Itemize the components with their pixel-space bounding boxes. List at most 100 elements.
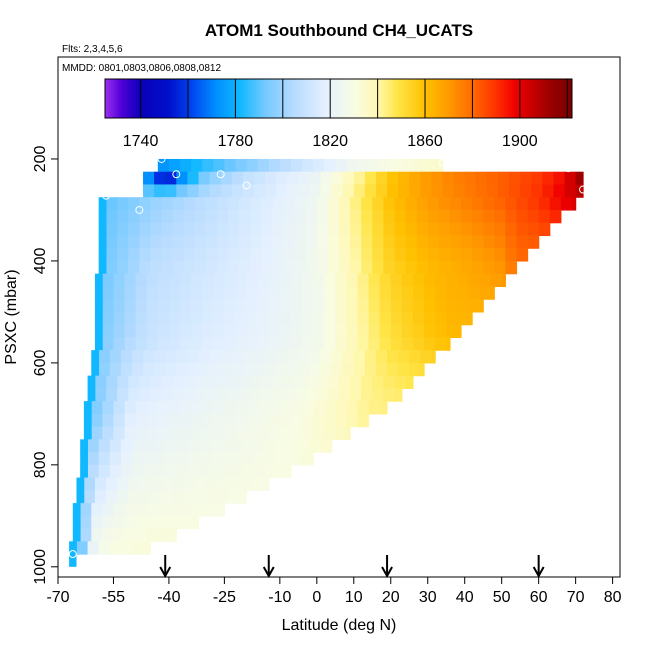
heatmap-cell <box>150 477 163 491</box>
heatmap-cell <box>124 503 137 517</box>
heatmap-cell <box>527 235 540 249</box>
heatmap-cell <box>216 260 229 275</box>
heatmap-cell <box>183 209 196 224</box>
heatmap-cell <box>135 299 148 313</box>
heatmap-cell <box>483 209 495 224</box>
heatmap-cell <box>527 197 540 211</box>
heatmap-cell <box>479 286 492 300</box>
y-tick-label: 400 <box>32 247 49 274</box>
heatmap-cell <box>361 222 373 237</box>
heatmap-cell <box>453 184 466 198</box>
heatmap-cell <box>405 375 414 389</box>
heatmap-cell <box>220 184 233 198</box>
heatmap-cell <box>394 209 407 224</box>
heatmap-cell <box>265 184 277 198</box>
heatmap-cell <box>446 299 458 313</box>
heatmap-cell <box>224 324 237 338</box>
heatmap-cell <box>313 426 325 440</box>
heatmap-cell <box>113 528 126 542</box>
heatmap-cell <box>435 324 447 338</box>
heatmap-cell <box>228 490 240 504</box>
heatmap-cell <box>324 324 336 338</box>
heatmap-cell <box>187 362 200 377</box>
heatmap-cell <box>87 464 100 479</box>
heatmap-cell <box>91 413 103 428</box>
colorbar-labels: 1740 1780 1820 1860 1900 <box>123 133 538 150</box>
heatmap-cell <box>316 197 329 211</box>
heatmap-cell <box>494 222 506 237</box>
heatmap-cell <box>109 350 122 364</box>
heatmap-cell <box>143 541 152 555</box>
heatmap-cell <box>202 273 214 288</box>
heatmap-cell <box>80 503 92 517</box>
heatmap-cell <box>183 260 196 275</box>
heatmap-cell <box>124 413 137 428</box>
colorbar-tick-label: 1820 <box>312 133 348 150</box>
heatmap-cell <box>401 158 414 173</box>
heatmap-cell <box>135 528 148 542</box>
heatmap-cell <box>294 260 307 275</box>
heatmap-cell <box>449 235 462 249</box>
x-tick-label: 30 <box>419 589 437 606</box>
heatmap-cell <box>335 324 347 338</box>
heatmap-cell <box>379 158 392 173</box>
heatmap-cell <box>172 375 185 389</box>
heatmap-cell <box>176 464 189 479</box>
heatmap-cell <box>146 299 159 313</box>
heatmap-cell <box>438 222 451 237</box>
heatmap-cell <box>472 260 484 275</box>
heatmap-cell <box>505 197 518 211</box>
heatmap-cell <box>372 388 384 402</box>
x-tick-label: -25 <box>213 589 236 606</box>
heatmap-cell <box>146 337 159 351</box>
heatmap-cell <box>509 171 521 186</box>
heatmap-edge-cell <box>98 209 107 224</box>
heatmap-cell <box>276 452 288 466</box>
heatmap-cell <box>335 311 347 326</box>
heatmap-cell <box>320 184 333 198</box>
heatmap-cell <box>268 337 281 351</box>
heatmap-cell <box>449 197 462 211</box>
heatmap-cell <box>331 171 344 186</box>
heatmap-cell <box>350 248 362 262</box>
heatmap-cell <box>194 477 207 491</box>
heatmap-cell <box>117 388 129 402</box>
heatmap-cell <box>250 375 262 389</box>
heatmap-cell <box>102 299 115 313</box>
heatmap-cell <box>305 375 318 389</box>
heatmap-cell <box>135 515 148 530</box>
heatmap-cell <box>346 324 359 338</box>
heatmap-cell <box>324 158 336 173</box>
heatmap-cell <box>154 350 166 364</box>
heatmap-cell <box>575 171 584 186</box>
observation-marker <box>157 154 166 163</box>
dates-note: MMDD: 0801,0803,0806,0808,0812 <box>62 63 221 74</box>
heatmap-cell <box>261 388 274 402</box>
heatmap-cell <box>172 222 185 237</box>
heatmap-cell <box>242 464 255 479</box>
heatmap-cell <box>401 311 414 326</box>
heatmap-cell <box>94 477 107 491</box>
heatmap-cell <box>253 184 266 198</box>
heatmap-cell <box>165 464 177 479</box>
heatmap-cell <box>202 299 214 313</box>
heatmap-cell <box>268 401 281 415</box>
heatmap-cell <box>146 273 159 288</box>
heatmap-cell <box>479 299 484 313</box>
heatmap-cell <box>313 158 325 173</box>
heatmap-cell <box>368 311 381 326</box>
observation-marker <box>135 205 144 214</box>
heatmap-cell <box>316 209 329 224</box>
heatmap-cell <box>102 324 115 338</box>
heatmap-edge-cell <box>72 503 81 517</box>
heatmap-edge-cell <box>80 464 88 479</box>
observation-marker <box>438 159 447 168</box>
heatmap-cell <box>290 324 303 338</box>
heatmap-cell <box>216 222 229 237</box>
heatmap-cell <box>261 235 274 249</box>
heatmap-cell <box>287 439 299 453</box>
heatmap-cell <box>180 273 192 288</box>
heatmap-cell <box>143 452 155 466</box>
heatmap-cell <box>220 171 233 186</box>
heatmap-cell <box>128 209 140 224</box>
